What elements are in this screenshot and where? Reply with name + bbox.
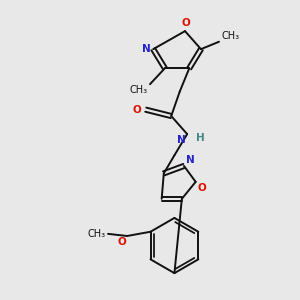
Text: N: N	[186, 155, 195, 165]
Text: CH₃: CH₃	[130, 85, 148, 95]
Text: H: H	[196, 133, 204, 143]
Text: N: N	[177, 135, 186, 145]
Text: O: O	[198, 183, 206, 193]
Text: O: O	[133, 105, 142, 115]
Text: CH₃: CH₃	[88, 229, 106, 239]
Text: O: O	[182, 18, 190, 28]
Text: O: O	[117, 237, 126, 247]
Text: CH₃: CH₃	[221, 31, 239, 41]
Text: N: N	[142, 44, 151, 54]
